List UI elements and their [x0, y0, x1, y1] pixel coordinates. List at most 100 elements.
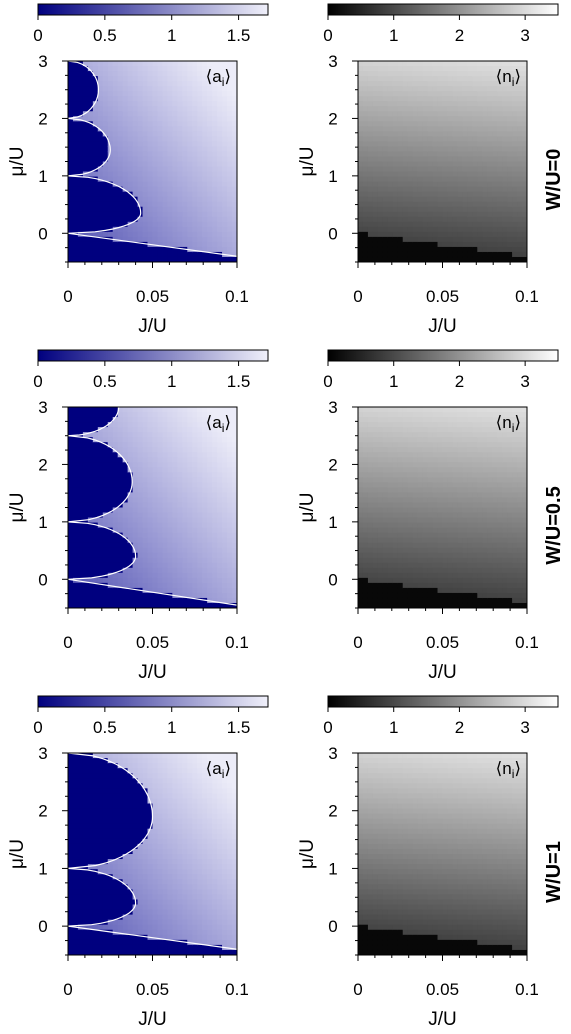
mott-lobe-boundary — [68, 753, 154, 869]
y-tick-label: 3 — [38, 398, 47, 417]
heatmap-r1c1 — [68, 61, 237, 262]
y-axis-label: μ/U — [7, 493, 28, 523]
colorbar-tick-label: 0 — [323, 718, 332, 737]
mott-lobe-boundary — [68, 407, 120, 437]
colorbar-tick-label: 1 — [167, 26, 176, 45]
colorbar-tick-label: 2 — [455, 26, 464, 45]
x-axis-label: J/U — [138, 316, 167, 337]
panel-quantity-label: ⟨ai⟩ — [206, 759, 231, 781]
y-tick-label: 1 — [38, 167, 47, 186]
heatmap-r3c2 — [358, 753, 527, 955]
x-tick-label: 0 — [353, 633, 362, 652]
colorbar-tick-label: 1 — [167, 718, 176, 737]
y-tick-label: 2 — [38, 455, 47, 474]
mott-lobe-boundary — [68, 521, 137, 580]
mott-lobe-boundary — [68, 175, 142, 234]
colorbar — [37, 3, 269, 16]
y-tick-label: 3 — [328, 52, 337, 71]
y-tick-label: 0 — [38, 224, 47, 243]
x-tick-label: 0.05 — [136, 633, 169, 652]
x-tick-label: 0.1 — [515, 287, 539, 306]
heatmap-r2c1 — [68, 407, 237, 608]
colorbar-tick-label: 1 — [167, 372, 176, 391]
y-axis-label: μ/U — [297, 147, 318, 177]
heatmap-r2c2 — [358, 407, 527, 608]
colorbar-tick-label: 1.5 — [227, 372, 251, 391]
x-tick-label: 0 — [353, 980, 362, 999]
y-tick-label: 2 — [38, 802, 47, 821]
y-tick-label: 0 — [328, 224, 337, 243]
colorbar-tick-label: 1 — [389, 372, 398, 391]
y-tick-label: 3 — [328, 744, 337, 763]
mott-lobe-boundary — [68, 117, 111, 177]
y-tick-label: 1 — [38, 859, 47, 878]
heatmap-r1c2 — [358, 61, 527, 262]
panel-quantity-label: ⟨ni⟩ — [496, 759, 521, 781]
panel-quantity-label: ⟨ai⟩ — [206, 413, 231, 435]
y-axis-label: μ/U — [297, 493, 318, 523]
colorbar-tick-label: 0.5 — [93, 372, 117, 391]
x-tick-label: 0 — [353, 287, 362, 306]
y-tick-label: 3 — [38, 52, 47, 71]
vacuum-boundary — [68, 578, 237, 606]
x-axis-label: J/U — [138, 1009, 167, 1030]
y-tick-label: 1 — [328, 167, 337, 186]
x-tick-label: 0.05 — [426, 633, 459, 652]
y-tick-label: 2 — [328, 802, 337, 821]
y-tick-label: 1 — [328, 859, 337, 878]
x-tick-label: 0.05 — [426, 287, 459, 306]
y-tick-label: 3 — [38, 744, 47, 763]
y-axis-label: μ/U — [7, 147, 28, 177]
colorbar-tick-label: 0.5 — [93, 718, 117, 737]
colorbar-tick-label: 0 — [33, 372, 42, 391]
panel-quantity-label: ⟨ni⟩ — [496, 67, 521, 89]
y-tick-label: 1 — [38, 513, 47, 532]
x-tick-label: 0.1 — [225, 633, 249, 652]
vacuum-boundary — [68, 925, 237, 950]
colorbar-tick-label: 1.5 — [227, 718, 251, 737]
colorbar — [327, 3, 559, 16]
colorbar-tick-label: 3 — [520, 26, 529, 45]
colorbar-tick-label: 0 — [33, 26, 42, 45]
x-tick-label: 0.05 — [426, 980, 459, 999]
mott-lobe-boundary — [68, 61, 99, 119]
y-tick-label: 2 — [38, 109, 47, 128]
y-tick-label: 0 — [328, 570, 337, 589]
row-label: W/U=0.5 — [543, 486, 565, 564]
x-tick-label: 0 — [63, 633, 72, 652]
heatmap-r3c1 — [68, 753, 237, 955]
y-axis-label: μ/U — [7, 839, 28, 869]
x-tick-label: 0.1 — [225, 980, 249, 999]
vacuum-boundary — [68, 232, 237, 257]
colorbar-tick-label: 0 — [323, 372, 332, 391]
y-tick-label: 1 — [328, 513, 337, 532]
colorbar-tick-label: 2 — [455, 372, 464, 391]
y-tick-label: 3 — [328, 398, 337, 417]
colorbar — [327, 695, 559, 708]
colorbar-tick-label: 3 — [520, 718, 529, 737]
row-label: W/U=0 — [543, 149, 565, 211]
colorbar-tick-label: 0 — [33, 718, 42, 737]
colorbar-tick-label: 3 — [520, 372, 529, 391]
colorbar — [37, 349, 269, 362]
colorbar-tick-label: 1.5 — [227, 26, 251, 45]
colorbar-tick-label: 1 — [389, 26, 398, 45]
x-tick-label: 0.05 — [136, 287, 169, 306]
x-tick-label: 0 — [63, 287, 72, 306]
panel-quantity-label: ⟨ai⟩ — [206, 67, 231, 89]
row-label: W/U=1 — [543, 841, 565, 903]
x-tick-label: 0.1 — [225, 287, 249, 306]
panel-quantity-label: ⟨ni⟩ — [496, 413, 521, 435]
x-axis-label: J/U — [138, 662, 167, 683]
x-tick-label: 0 — [63, 980, 72, 999]
mott-lobe-boundary — [68, 435, 133, 523]
x-tick-label: 0.05 — [136, 980, 169, 999]
y-tick-label: 0 — [328, 917, 337, 936]
colorbar — [327, 349, 559, 362]
mott-lobe-boundary — [68, 867, 137, 927]
x-tick-label: 0.1 — [515, 633, 539, 652]
y-tick-label: 2 — [328, 455, 337, 474]
y-tick-label: 0 — [38, 570, 47, 589]
colorbar-tick-label: 0 — [323, 26, 332, 45]
